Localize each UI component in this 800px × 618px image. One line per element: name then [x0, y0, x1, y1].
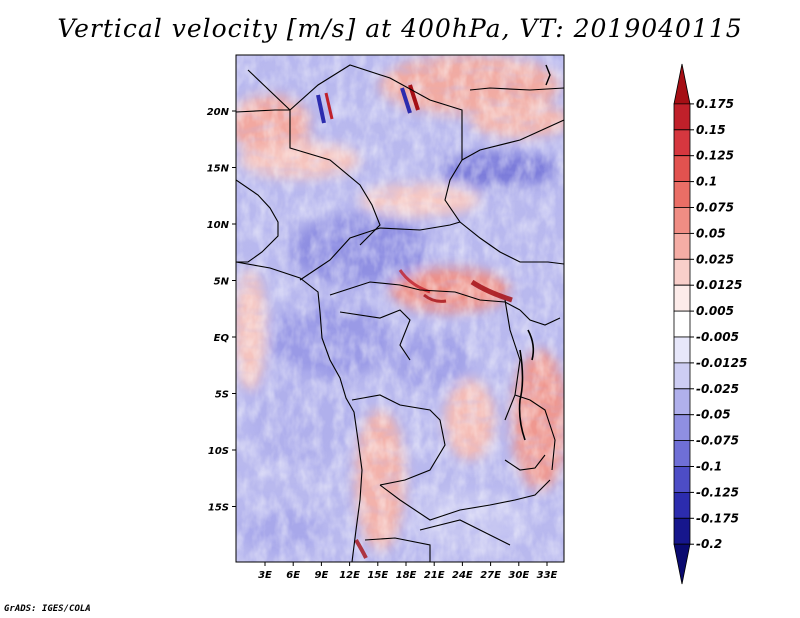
- colorbar-label: -0.05: [696, 408, 731, 422]
- velocity-field: [236, 55, 564, 562]
- x-tick-label: 24E: [452, 570, 473, 581]
- colorbar-label: 0.125: [696, 149, 734, 163]
- colorbar-swatch: [673, 492, 691, 519]
- x-tick-label: 6E: [286, 570, 300, 581]
- colorbar-swatch: [673, 362, 691, 390]
- colorbar-label: 0.15: [696, 123, 726, 137]
- colorbar-swatch: [673, 103, 691, 131]
- x-tick-label: 15E: [367, 570, 388, 581]
- colorbar-label: 0.005: [696, 304, 734, 318]
- colorbar-swatch: [673, 258, 691, 286]
- y-tick-label: 10S: [208, 446, 229, 457]
- x-tick-label: 12E: [339, 570, 360, 581]
- x-axis: 3E 6E 9E 12E 15E 18E 21E 24E 27E 30E 33E: [258, 562, 558, 581]
- y-tick-label: 15N: [207, 164, 230, 175]
- map-frame: [235, 54, 565, 563]
- y-tick-label: 5S: [215, 390, 229, 401]
- colorbar-swatch: [673, 310, 691, 338]
- y-tick-label: 10N: [207, 220, 230, 231]
- x-tick-label: 27E: [480, 570, 501, 581]
- colorbar-label: -0.005: [696, 330, 739, 344]
- y-tick-label: 5N: [214, 277, 230, 288]
- colorbar-label: -0.1: [696, 460, 722, 474]
- x-tick-label: 3E: [258, 570, 272, 581]
- colorbar-label: -0.175: [696, 511, 739, 525]
- y-tick-label: EQ: [214, 333, 230, 344]
- colorbar: 0.175 0.15 0.125 0.1 0.075 0.05 0.025 0.0125 0.0…: [673, 63, 747, 585]
- grads-credit: GrADS: IGES/COLA: [4, 604, 91, 614]
- colorbar-label: -0.2: [696, 537, 722, 551]
- x-tick-label: 21E: [424, 570, 445, 581]
- y-axis: 20N 15N 10N 5N EQ 5S 10S 15S: [207, 107, 236, 514]
- colorbar-swatch: [673, 233, 691, 260]
- x-tick-label: 33E: [537, 570, 558, 581]
- colorbar-swatch: [673, 466, 691, 493]
- colorbar-swatch: [673, 414, 691, 441]
- colorbar-label: 0.05: [696, 226, 726, 240]
- colorbar-label: -0.125: [696, 485, 739, 499]
- colorbar-swatch: [673, 181, 691, 208]
- colorbar-label: 0.175: [696, 97, 734, 111]
- colorbar-swatch: [673, 517, 691, 545]
- colorbar-label: -0.025: [696, 382, 739, 396]
- chart-title: Vertical velocity [m/s] at 400hPa, VT: 2…: [57, 14, 743, 43]
- y-tick-label: 15S: [208, 503, 229, 514]
- colorbar-label: 0.075: [696, 201, 734, 215]
- colorbar-swatch: [673, 63, 691, 105]
- colorbar-label: -0.075: [696, 434, 739, 448]
- colorbar-swatch: [673, 284, 691, 312]
- colorbar-label: 0.0125: [696, 278, 742, 292]
- y-tick-label: 20N: [207, 107, 230, 118]
- x-tick-label: 9E: [315, 570, 329, 581]
- colorbar-label: 0.025: [696, 252, 734, 266]
- colorbar-swatch: [673, 336, 691, 364]
- colorbar-swatch: [673, 155, 691, 182]
- x-tick-label: 18E: [396, 570, 417, 581]
- colorbar-swatch: [673, 440, 691, 467]
- country-borders: [236, 64, 564, 562]
- colorbar-label: 0.1: [696, 175, 717, 189]
- colorbar-label: -0.0125: [696, 356, 747, 370]
- colorbar-swatch: [673, 207, 691, 234]
- x-tick-label: 30E: [508, 570, 529, 581]
- colorbar-swatch: [673, 543, 691, 585]
- colorbar-swatch: [673, 129, 691, 157]
- colorbar-swatch: [673, 388, 691, 416]
